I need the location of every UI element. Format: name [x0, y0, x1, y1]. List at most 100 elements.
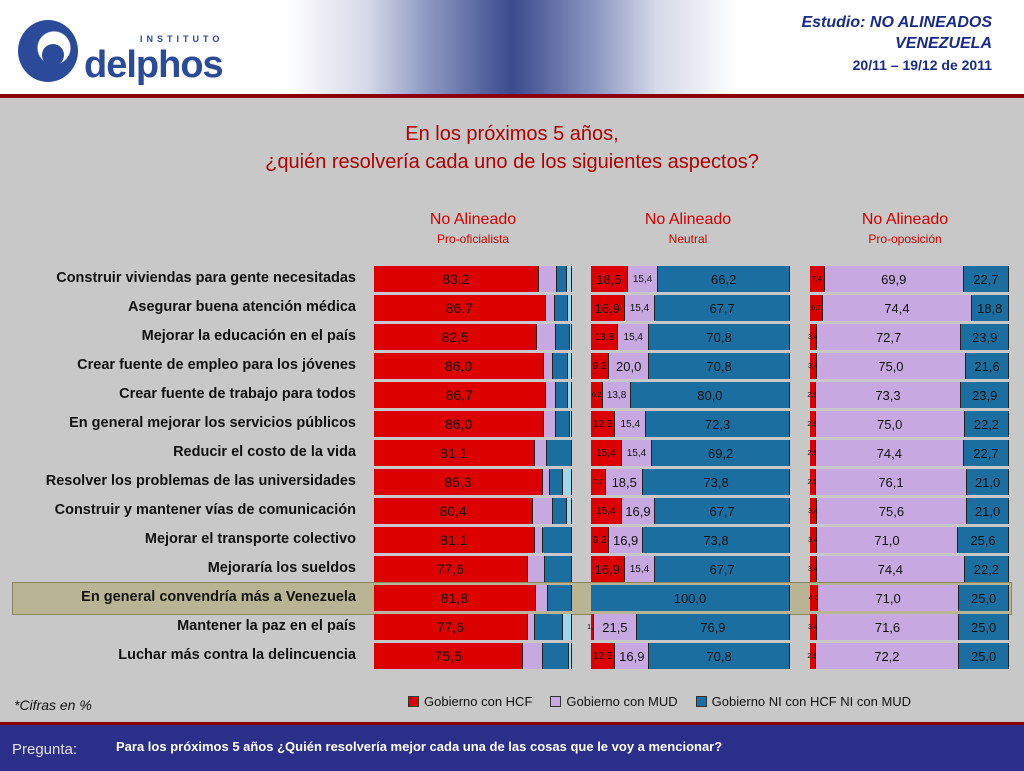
- data-label: 21,6: [974, 358, 1000, 374]
- bar-segment-hcf: 3,4: [808, 498, 818, 524]
- data-label: 2,9: [807, 478, 818, 486]
- bar-segment-ni: 73,8: [643, 469, 790, 495]
- data-label: 67,7: [709, 561, 735, 577]
- bar-segment-mud: 15,4: [618, 324, 650, 350]
- data-label: 20,0: [616, 358, 642, 374]
- data-label: 74,4: [877, 561, 903, 577]
- bar-row: 3,4 72,7 23,9: [808, 324, 1009, 350]
- data-label: 18,8: [977, 300, 1003, 316]
- data-label: 25,6: [970, 532, 996, 548]
- data-label: 74,4: [884, 300, 910, 316]
- data-label: 1,5: [587, 623, 597, 631]
- bar-row: 4,0 71,0 25,0: [809, 585, 1009, 611]
- data-label: 6,7: [811, 304, 822, 312]
- bar-segment-ni: 66,2: [658, 266, 790, 292]
- bar-segment-ni: 22,2: [964, 411, 1009, 437]
- bar-segment-mud: 71,0: [816, 527, 959, 553]
- data-label: 22,2: [973, 416, 1000, 432]
- bar-segment-hcf: 83,2: [374, 266, 539, 292]
- data-label: 16,9: [619, 648, 645, 664]
- data-label: 86,7: [445, 387, 473, 403]
- data-label: 75,0: [878, 358, 904, 374]
- data-label: 73,8: [703, 474, 729, 490]
- bar-segment-ni: 21,0: [967, 469, 1009, 495]
- bar-row: 9,2 20,0 70,8: [591, 353, 790, 379]
- bar-row: 3,4 71,0 25,6: [808, 527, 1009, 553]
- bar-segment-mud: 15,4: [624, 295, 656, 321]
- category-label: Crear fuente de trabajo para todos: [119, 386, 356, 402]
- bar-segment-hcf: 81,1: [374, 440, 535, 466]
- bar-segment-mud: [542, 469, 550, 495]
- bar-row: 6,2 13,8 80,0: [591, 382, 790, 408]
- data-label: 15,4: [629, 563, 650, 575]
- legend: Gobierno con HCF Gobierno con MUD Gobier…: [408, 694, 911, 709]
- bar-segment-other: [569, 324, 572, 350]
- bar-segment-ni: [545, 556, 572, 582]
- bar-segment-other: [566, 498, 572, 524]
- bar-segment-ni: 25,6: [958, 527, 1009, 553]
- group-title: No Alineado: [429, 211, 517, 228]
- bar-segment-hcf: 77,6: [374, 556, 528, 582]
- bar-row: 3,4 75,0 21,6: [808, 353, 1009, 379]
- data-label: 70,8: [706, 648, 732, 664]
- bar-row: 77,6: [374, 614, 572, 640]
- bar-segment-hcf: 75,5: [374, 643, 524, 669]
- data-label: 15,4: [626, 447, 647, 459]
- bar-segment-ni: 70,8: [649, 643, 790, 669]
- data-label: 15,4: [623, 331, 643, 343]
- bar-segment-hcf: 15,4: [591, 440, 622, 466]
- bar-row: 12,3 16,9 70,8: [591, 643, 790, 669]
- data-label: 2,8: [807, 391, 818, 399]
- bar-segment-mud: [527, 556, 546, 582]
- study-name: Estudio: NO ALINEADOS: [801, 14, 992, 31]
- bar-segment-other: [563, 469, 572, 495]
- bar-row: 3,4 75,6 21,0: [808, 498, 1009, 524]
- bar-segment-ni: 22,7: [963, 266, 1009, 292]
- data-label: 2,8: [807, 420, 818, 428]
- bar-segment-mud: 16,9: [609, 527, 643, 553]
- bar-segment-ni: [543, 643, 570, 669]
- bar-segment-hcf: 6,7: [810, 295, 824, 321]
- bar-segment-mud: 75,6: [816, 498, 968, 524]
- data-label: 3,4: [808, 536, 818, 544]
- bar-segment-ni: [555, 324, 570, 350]
- bar-segment-ni: 67,7: [655, 556, 790, 582]
- data-label: 18,5: [596, 271, 622, 287]
- bar-segment-hcf: 12,3: [591, 411, 616, 437]
- bar-segment-ni: 25,0: [959, 643, 1009, 669]
- data-label: 74,4: [876, 445, 902, 461]
- bar-segment-hcf: 80,4: [374, 498, 534, 524]
- header-banner: INSTITUTO delphos Estudio: NO ALINEADOS …: [0, 0, 1024, 96]
- bar-segment-ni: 67,7: [655, 295, 790, 321]
- data-label: 23,9: [972, 387, 998, 403]
- bar-segment-ni: 67,7: [655, 498, 790, 524]
- data-label: 73,3: [875, 387, 901, 403]
- data-label: 2,9: [807, 449, 818, 457]
- bar-segment-mud: [538, 266, 557, 292]
- data-label: 16,9: [612, 532, 639, 548]
- bar-segment-hcf: 77,6: [374, 614, 528, 640]
- bar-segment-hcf: 3,4: [808, 527, 818, 553]
- bar-segment-hcf: 4,0: [809, 585, 818, 611]
- bar-row: 7,7 18,5 73,8: [591, 469, 790, 495]
- bar-row: 13,8 15,4 70,8: [591, 324, 790, 350]
- category-label: Mantener la paz en el país: [177, 618, 356, 634]
- bar-segment-mud: 20,0: [609, 353, 650, 379]
- bar-segment-hcf: 12,3: [591, 643, 616, 669]
- logo-dot-icon: [42, 44, 64, 66]
- data-label: 16,9: [594, 300, 620, 316]
- category-label: En general convendría más a Venezuela: [81, 589, 356, 605]
- bar-segment-ni: 22,7: [963, 440, 1009, 466]
- bar-row: 1,5 21,5 76,9: [587, 614, 790, 640]
- data-label: 12,3: [593, 650, 613, 662]
- chart-title: En los próximos 5 años, ¿quién resolverí…: [0, 120, 1024, 176]
- bar-row: 15,4 16,9 67,7: [591, 498, 790, 524]
- bar-segment-mud: [533, 498, 553, 524]
- footer-question-bar: Pregunta: Para los próximos 5 años ¿Quié…: [0, 722, 1024, 771]
- bar-segment-hcf: 6,2: [591, 382, 604, 408]
- data-label: 83,2: [442, 271, 470, 287]
- bar-row: 9,2 16,9 73,8: [591, 527, 790, 553]
- bar-segment-ni: 76,9: [636, 614, 790, 640]
- bar-segment-mud: 18,5: [606, 469, 644, 495]
- bar-row: 12,3 15,4 72,3: [591, 411, 790, 437]
